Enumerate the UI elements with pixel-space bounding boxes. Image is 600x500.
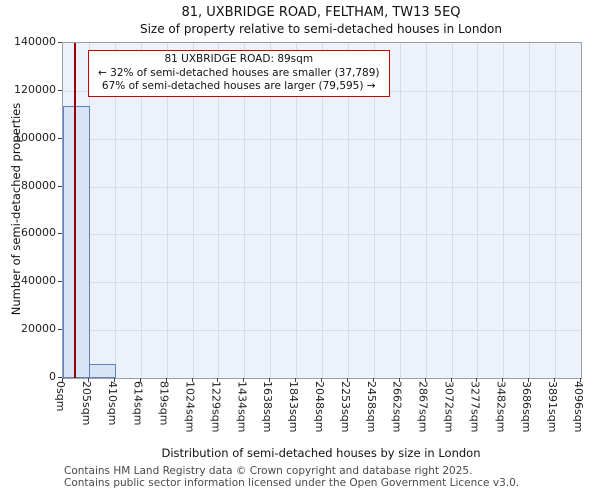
x-tick-mark xyxy=(191,378,193,382)
y-tick-mark xyxy=(58,281,62,283)
y-tick-label: 140000 xyxy=(14,35,56,48)
x-grid-line xyxy=(244,43,246,378)
y-tick-mark xyxy=(58,329,62,331)
title-block: 81, UXBRIDGE ROAD, FELTHAM, TW13 5EQ Siz… xyxy=(62,4,580,37)
x-grid-line xyxy=(192,43,194,378)
x-tick-mark xyxy=(372,378,374,382)
x-tick-mark xyxy=(217,378,219,382)
chart-title: 81, UXBRIDGE ROAD, FELTHAM, TW13 5EQ xyxy=(181,5,461,20)
x-tick-label: 2867sqm xyxy=(416,381,430,433)
x-grid-line xyxy=(166,43,168,378)
y-tick-label: 120000 xyxy=(14,82,56,96)
x-grid-line xyxy=(140,43,142,378)
x-tick-label: 3686sqm xyxy=(520,381,534,433)
x-grid-line xyxy=(529,43,531,378)
y-tick-label: 40000 xyxy=(21,274,56,288)
y-tick-mark xyxy=(58,89,62,91)
y-tick-mark xyxy=(58,377,62,378)
x-tick-mark xyxy=(321,378,322,382)
x-tick-mark xyxy=(450,378,452,382)
x-tick-label: 410sqm xyxy=(105,381,119,426)
x-grid-line xyxy=(347,43,349,378)
x-tick-label: 3891sqm xyxy=(546,381,560,433)
x-grid-line xyxy=(373,43,375,378)
y-tick-label: 60000 xyxy=(21,226,56,240)
y-tick-label: 20000 xyxy=(21,322,56,336)
x-axis-label: Distribution of semi-detached houses by … xyxy=(161,446,481,460)
x-grid-line xyxy=(503,43,505,378)
x-tick-mark xyxy=(528,378,530,382)
annotation-larger: 67% of semi-detached houses are larger (… xyxy=(101,80,376,92)
x-tick-mark xyxy=(424,378,426,382)
x-tick-mark xyxy=(269,378,271,382)
annotation-box: 81 UXBRIDGE ROAD: 89sqm ← 32% of semi-de… xyxy=(88,50,390,97)
x-grid-line xyxy=(425,43,427,378)
x-tick-label: 4096sqm xyxy=(572,381,585,433)
x-tick-label: 614sqm xyxy=(131,381,145,426)
x-tick-label: 2048sqm xyxy=(313,381,326,433)
x-tick-label: 3277sqm xyxy=(468,381,482,433)
x-grid-line xyxy=(322,43,323,378)
x-tick-mark xyxy=(62,378,63,382)
x-tick-label: 819sqm xyxy=(157,381,171,426)
x-tick-mark xyxy=(295,378,297,382)
annotation-address: 81 UXBRIDGE ROAD: 89sqm xyxy=(164,53,314,65)
plot-area xyxy=(62,42,582,379)
y-tick-label: 100000 xyxy=(14,130,56,144)
x-tick-label: 3482sqm xyxy=(494,381,508,433)
footer-line1: Contains HM Land Registry data © Crown c… xyxy=(64,465,473,477)
x-tick-mark xyxy=(165,378,167,382)
x-tick-label: 205sqm xyxy=(79,381,93,426)
x-grid-line xyxy=(270,43,272,378)
x-grid-line xyxy=(451,43,453,378)
x-tick-label: 1434sqm xyxy=(235,381,249,433)
histogram-bar xyxy=(88,364,116,378)
x-tick-label: 1843sqm xyxy=(287,381,301,433)
y-tick-label: 80000 xyxy=(21,178,56,192)
y-tick-label: 0 xyxy=(49,370,56,383)
x-tick-mark xyxy=(398,378,400,382)
y-tick-mark xyxy=(58,137,62,139)
x-grid-line xyxy=(399,43,401,378)
x-tick-label: 0sqm xyxy=(54,381,67,412)
annotation-smaller: ← 32% of semi-detached houses are smalle… xyxy=(98,66,380,79)
x-tick-mark xyxy=(476,378,478,382)
y-tick-mark xyxy=(58,185,62,187)
x-tick-label: 2662sqm xyxy=(390,381,404,433)
property-size-marker-line xyxy=(74,43,77,378)
x-tick-mark xyxy=(113,378,115,382)
x-tick-mark xyxy=(554,378,556,382)
x-tick-mark xyxy=(580,378,581,382)
x-tick-label: 2458sqm xyxy=(364,381,378,433)
x-tick-label: 1024sqm xyxy=(183,381,197,433)
x-grid-line xyxy=(218,43,220,378)
x-grid-line xyxy=(555,43,557,378)
x-grid-line xyxy=(296,43,298,378)
histogram-bar xyxy=(63,106,90,378)
x-grid-line xyxy=(114,43,116,378)
chart-subtitle: Size of property relative to semi-detach… xyxy=(139,22,502,36)
x-tick-label: 3072sqm xyxy=(442,381,456,433)
x-tick-mark xyxy=(243,378,245,382)
footer-line2: Contains public sector information licen… xyxy=(64,476,520,489)
y-tick-mark xyxy=(58,42,62,43)
x-tick-mark xyxy=(502,378,504,382)
x-tick-mark xyxy=(139,378,141,382)
x-grid-line xyxy=(477,43,479,378)
x-tick-label: 1638sqm xyxy=(261,381,275,433)
x-tick-mark xyxy=(87,378,89,382)
x-tick-mark xyxy=(346,378,348,382)
x-tick-label: 1229sqm xyxy=(209,381,223,433)
y-tick-mark xyxy=(58,233,62,235)
x-tick-label: 2253sqm xyxy=(338,381,352,433)
footer: Contains HM Land Registry data © Crown c… xyxy=(64,465,520,489)
